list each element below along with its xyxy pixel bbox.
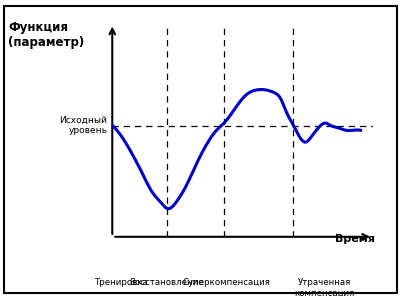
Text: Тренировка: Тренировка — [95, 278, 149, 287]
Text: Суперкомпенсация: Суперкомпенсация — [182, 278, 271, 287]
Text: Восстановление: Восстановление — [129, 278, 204, 287]
Text: Исходный
уровень: Исходный уровень — [59, 116, 107, 135]
Text: Функция
(параметр): Функция (параметр) — [8, 21, 84, 49]
Text: Время: Время — [335, 234, 375, 244]
Text: Утраченная
компенсация: Утраченная компенсация — [295, 278, 355, 296]
